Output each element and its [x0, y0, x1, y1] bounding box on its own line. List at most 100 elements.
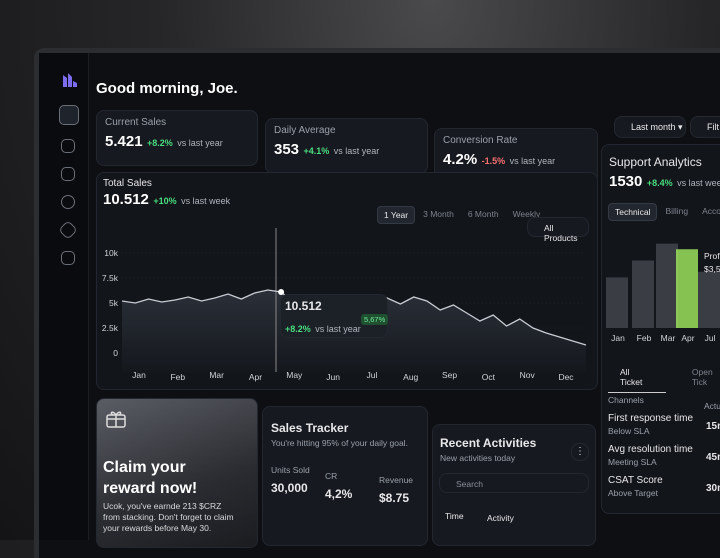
kpi-note: vs last year [177, 138, 223, 148]
period: Last month [631, 122, 676, 132]
y-tick-label: 2.5k [102, 323, 119, 333]
x-tick-label: Jan [132, 370, 146, 380]
kpi-value: 5.421 [105, 133, 143, 150]
range-tab[interactable]: 6 Month [467, 209, 499, 219]
tooltip-note: vs last year [315, 324, 361, 334]
row-name: CSAT Score [608, 475, 663, 486]
metric-label: Units Sold [271, 465, 310, 475]
more-button[interactable]: ⋮ [571, 443, 589, 461]
row-value: 15m [706, 421, 720, 432]
row-name: First response time [608, 413, 694, 424]
kpi-change: +4.1% [303, 146, 330, 156]
metric-value: $8.75 [379, 491, 410, 505]
ticket-tab[interactable]: Open Tick [691, 367, 713, 387]
period-select[interactable]: Last month ▾ [614, 116, 686, 138]
x-tick-label: Mar [661, 333, 676, 343]
total-change: +10% [153, 196, 177, 206]
kpi-row: 5.421 +8.2% vs last year [105, 133, 223, 151]
row-value: 45m [706, 452, 720, 463]
support-tab[interactable]: Billing [665, 206, 689, 216]
support-title: Support Analytics [609, 155, 702, 169]
x-tick-label: Aug [403, 372, 418, 382]
x-tick-label: Jul [705, 333, 716, 343]
y-tick-label: 10k [104, 248, 118, 258]
sales-tracker: Sales Tracker You're hitting 95% of your… [262, 406, 428, 546]
column-header: Activity [487, 513, 514, 523]
bar [698, 271, 720, 328]
kpi-value: 353 [274, 141, 300, 158]
nav-icon[interactable] [59, 105, 79, 125]
total-value: 10.512 [103, 191, 149, 208]
greeting: Good morning, Joe. [96, 80, 238, 97]
panel-title: Total Sales [103, 178, 152, 189]
nav-icon[interactable] [61, 139, 75, 153]
kpi-value: 4.2% [443, 151, 478, 168]
tracker-subtitle: You're hitting 95% of your daily goal. [271, 438, 408, 448]
kpi-card: Daily Average 353 +4.1% vs last year [265, 118, 428, 174]
kpi-label: Conversion Rate [443, 135, 518, 146]
support-value: 1530 [609, 173, 643, 190]
bar [632, 260, 654, 328]
reward-text: Ucok, you've earnde 213 $CRZ from stacki… [103, 501, 234, 533]
ticket-tab[interactable]: All Ticket [608, 367, 666, 393]
range-tab[interactable]: Weekly [512, 209, 541, 219]
tooltip-value: 10.512 [285, 299, 322, 313]
support-tab[interactable]: Technical [608, 203, 658, 221]
range-tab[interactable]: 3 Month [423, 209, 454, 219]
kpi-label: Daily Average [274, 125, 336, 136]
total-note: vs last week [181, 196, 231, 206]
recent-activities: Recent Activities New activities today ⋮… [432, 424, 596, 546]
row-status: Meeting SLA [608, 457, 657, 467]
cursor-point [278, 289, 285, 295]
nav-icon[interactable] [61, 251, 75, 265]
row-name: Avg resolution time [608, 444, 693, 455]
bar [676, 249, 698, 328]
tooltip: 10.512 +8.2% vs last year 5,67% [280, 294, 389, 338]
search-box[interactable]: Search [439, 473, 589, 493]
tooltip-value: $3,5 [704, 264, 720, 274]
kpi-note: vs last year [333, 146, 380, 156]
bar [606, 277, 628, 328]
y-tick-label: 0 [113, 348, 118, 358]
logo [63, 73, 77, 87]
metric-value: 4,2% [325, 487, 353, 501]
x-tick-label: Sep [442, 370, 457, 380]
kpi-note: vs last year [509, 156, 556, 166]
x-tick-label: Feb [170, 372, 185, 382]
y-tick-label: 5k [109, 298, 119, 308]
gift-icon [106, 411, 126, 428]
x-tick-label: Apr [681, 333, 694, 343]
support-note: vs last week [677, 178, 720, 188]
kpi-change: +8.2% [147, 138, 173, 148]
y-tick-label: 7.5k [102, 273, 119, 283]
row-value: 30m [706, 483, 720, 494]
tooltip-badge: 5,67% [361, 314, 389, 325]
product-filter[interactable]: All Products [527, 217, 589, 243]
nav-icon[interactable] [61, 167, 75, 181]
kpi-label: Current Sales [105, 117, 167, 128]
row-status: Above Target [608, 488, 658, 498]
sidebar [39, 53, 89, 540]
activities-title: Recent Activities [440, 436, 537, 450]
reward-title: Claim your reward now! [103, 459, 198, 497]
tooltip-change: +8.2% [285, 324, 311, 334]
x-tick-label: May [286, 370, 303, 380]
bar [656, 243, 678, 328]
search-placeholder: Search [456, 479, 483, 489]
filter-button[interactable]: Filt [690, 116, 720, 138]
x-tick-label: Jun [326, 372, 340, 382]
reward-card[interactable]: Claim your reward now! Ucok, you've earn… [96, 398, 258, 548]
row-status: Below SLA [608, 426, 650, 436]
nav-icon[interactable] [61, 195, 75, 209]
support-tab[interactable]: Account [702, 206, 720, 216]
tracker-title: Sales Tracker [271, 421, 349, 435]
support-chart: Jan Feb Mar Apr Jul Prof $3,5 [606, 243, 720, 343]
range-tab[interactable]: 1 Year [377, 206, 416, 224]
x-tick-label: Jan [611, 333, 625, 343]
x-tick-label: Mar [209, 370, 224, 380]
support-panel: Support Analytics 1530 +8.4% vs last wee… [601, 144, 720, 514]
column-header: Channels [608, 395, 644, 405]
x-tick-label: Dec [558, 372, 574, 382]
kpi-change: -1.5% [481, 156, 506, 166]
